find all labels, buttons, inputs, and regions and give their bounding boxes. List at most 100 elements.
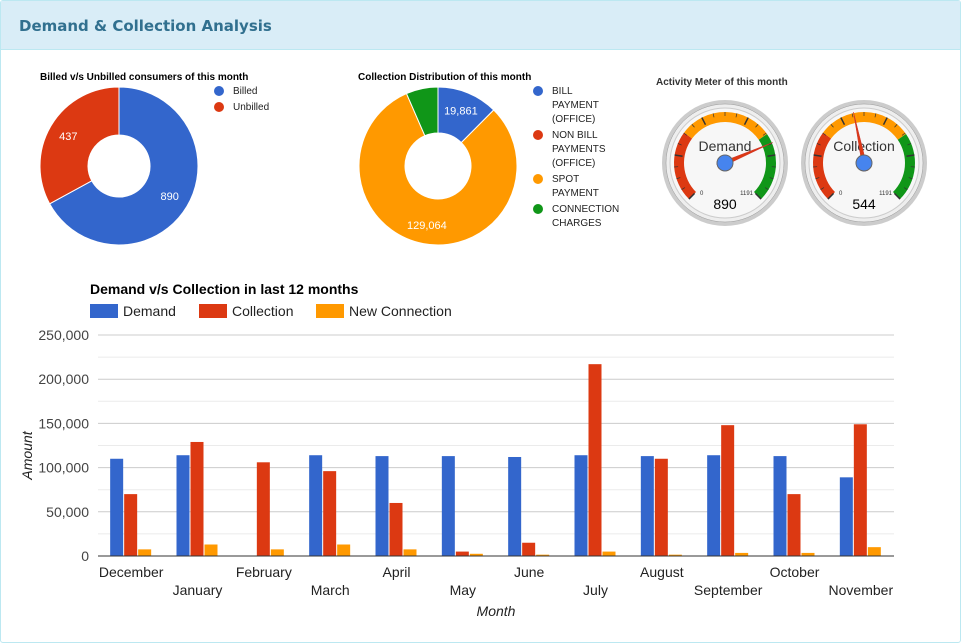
gauge-band bbox=[813, 132, 836, 200]
bar-demand-september[interactable] bbox=[707, 455, 721, 556]
legend-label: Billed bbox=[233, 86, 257, 97]
bar-new-connection-april[interactable] bbox=[403, 549, 417, 556]
bar-new-connection-february[interactable] bbox=[270, 549, 284, 556]
bar-demand-august[interactable] bbox=[640, 456, 654, 556]
gauge-tick bbox=[840, 117, 846, 126]
slice-spot-payment[interactable] bbox=[358, 92, 518, 246]
billed-unbilled-donut-chart[interactable]: Billed v/s Unbilled consumers of this mo… bbox=[39, 72, 269, 246]
gauge-tick bbox=[893, 192, 901, 200]
bar-new-connection-december[interactable] bbox=[138, 549, 152, 556]
gauge-min-label: 0 bbox=[839, 191, 843, 197]
legend-label: NON BILL bbox=[552, 130, 598, 141]
gauge-tick bbox=[874, 113, 877, 118]
legend-marker-non-bill-payments-office bbox=[533, 130, 543, 140]
bar-collection-march[interactable] bbox=[323, 471, 337, 556]
bar-demand-may[interactable] bbox=[441, 456, 455, 556]
bar-demand-november[interactable] bbox=[839, 477, 853, 556]
bar-collection-october[interactable] bbox=[787, 494, 801, 556]
legend-label: PAYMENTS bbox=[552, 144, 606, 155]
gauge-tick bbox=[743, 117, 749, 126]
bar-demand-june[interactable] bbox=[508, 456, 522, 556]
bar-collection-december[interactable] bbox=[124, 494, 138, 556]
legend-marker-billed bbox=[214, 86, 224, 96]
bar-collection-january[interactable] bbox=[190, 441, 204, 556]
bar-new-connection-march[interactable] bbox=[337, 544, 351, 556]
slice-value-label: 129,064 bbox=[407, 220, 447, 232]
legend-label: BILL bbox=[552, 86, 573, 97]
legend-label: CONNECTION bbox=[552, 204, 619, 215]
bar-chart-title: Demand v/s Collection in last 12 months bbox=[90, 281, 359, 297]
bar-new-connection-september[interactable] bbox=[735, 552, 749, 556]
x-tick-label: March bbox=[311, 582, 350, 598]
gauge-tick bbox=[754, 192, 762, 200]
x-tick-label: July bbox=[583, 582, 608, 598]
bar-demand-january[interactable] bbox=[176, 455, 190, 556]
x-axis-title: Month bbox=[477, 603, 516, 619]
chart-title: Billed v/s Unbilled consumers of this mo… bbox=[40, 72, 248, 83]
x-tick-label: June bbox=[514, 564, 545, 580]
gauge-tick bbox=[813, 154, 822, 158]
bar-demand-july[interactable] bbox=[574, 455, 588, 556]
bar-collection-may[interactable] bbox=[455, 551, 469, 556]
bar-collection-april[interactable] bbox=[389, 502, 403, 556]
gauge-tick bbox=[769, 177, 774, 180]
gauge-value: 890 bbox=[713, 196, 737, 212]
legend-label: Unbilled bbox=[233, 102, 269, 113]
gauge-tick bbox=[851, 113, 854, 118]
x-tick-label: December bbox=[99, 564, 164, 580]
slice-billed[interactable] bbox=[48, 86, 199, 246]
gauge-tick bbox=[906, 154, 915, 158]
bar-collection-september[interactable] bbox=[721, 425, 735, 556]
legend-marker-connection-charges bbox=[533, 204, 543, 214]
gauge-tick bbox=[691, 123, 695, 128]
gauge-label: Demand bbox=[699, 138, 752, 154]
legend-label: CHARGES bbox=[552, 218, 602, 229]
gauge-tick bbox=[701, 117, 707, 126]
legend-swatch-new-connection bbox=[316, 304, 344, 318]
demand-collection-bar-chart[interactable]: Demand v/s Collection in last 12 months D… bbox=[19, 281, 894, 619]
gauge-tick bbox=[903, 187, 908, 190]
bar-demand-april[interactable] bbox=[375, 456, 389, 556]
gauge-tick bbox=[764, 187, 769, 190]
gauge-tick bbox=[815, 177, 820, 180]
bar-new-connection-january[interactable] bbox=[204, 544, 218, 556]
gauge-tick bbox=[827, 192, 835, 200]
slice-unbilled[interactable] bbox=[39, 86, 120, 205]
x-tick-label: April bbox=[382, 564, 410, 580]
bar-collection-february[interactable] bbox=[256, 462, 270, 556]
bar-new-connection-november[interactable] bbox=[867, 547, 881, 556]
gauge-band bbox=[674, 132, 697, 200]
bar-collection-november[interactable] bbox=[853, 424, 867, 556]
gauge-value: 544 bbox=[852, 196, 876, 212]
legend-swatch-demand bbox=[90, 304, 118, 318]
y-tick-label: 100,000 bbox=[38, 460, 89, 476]
gauge-tick bbox=[683, 132, 688, 136]
y-axis-title: Amount bbox=[19, 430, 35, 480]
bar-demand-march[interactable] bbox=[309, 455, 323, 556]
gauge-tick bbox=[820, 187, 825, 190]
slice-value-label: 437 bbox=[59, 131, 77, 143]
bar-new-connection-june[interactable] bbox=[536, 554, 550, 556]
bar-new-connection-july[interactable] bbox=[602, 551, 616, 556]
gauge-tick bbox=[735, 113, 738, 118]
collection-distribution-donut-chart[interactable]: Collection Distribution of this month 19,… bbox=[358, 72, 619, 246]
gauge-tick bbox=[712, 113, 715, 118]
bar-new-connection-august[interactable] bbox=[668, 554, 682, 556]
legend-label: PAYMENT bbox=[552, 188, 599, 199]
bar-demand-december[interactable] bbox=[110, 458, 124, 556]
gauge-tick bbox=[830, 123, 834, 128]
bar-collection-june[interactable] bbox=[522, 542, 536, 556]
slice-connection-charges[interactable] bbox=[405, 86, 439, 137]
bar-demand-october[interactable] bbox=[773, 456, 787, 556]
bar-new-connection-may[interactable] bbox=[469, 553, 483, 556]
y-tick-label: 0 bbox=[81, 548, 89, 564]
bar-new-connection-october[interactable] bbox=[801, 552, 815, 556]
legend-label: SPOT bbox=[552, 174, 579, 185]
bar-collection-august[interactable] bbox=[654, 458, 668, 556]
gauge-band bbox=[684, 112, 767, 140]
bar-collection-july[interactable] bbox=[588, 364, 602, 556]
